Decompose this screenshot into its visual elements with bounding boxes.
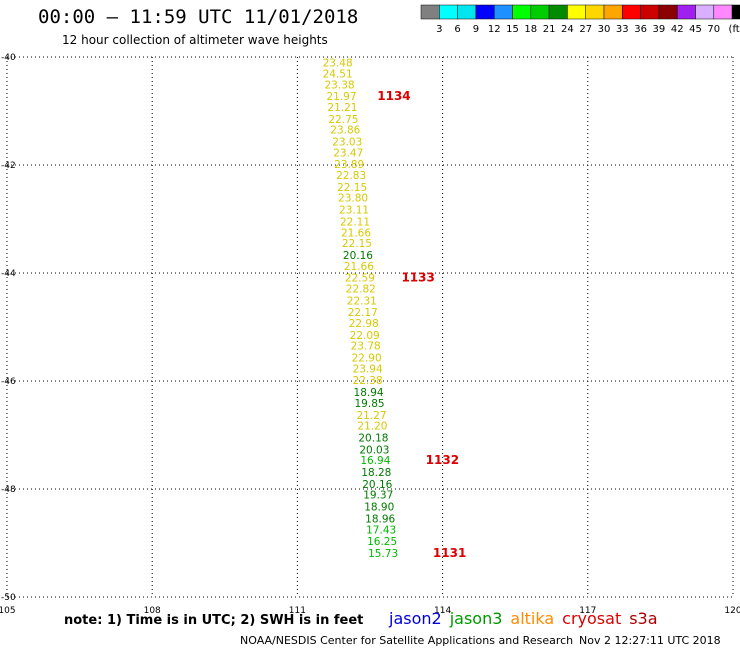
x-tick-label: 114 [434, 606, 451, 616]
y-tick-label: -50 [1, 593, 16, 603]
legend-jason2: jason2 [389, 609, 442, 628]
x-tick-label: 108 [144, 606, 161, 616]
data-point: 23.03 [332, 137, 362, 149]
data-point: 15.73 [368, 548, 398, 560]
legend-jason3: jason3 [449, 609, 503, 628]
colorbar-label: 21 [543, 24, 556, 35]
data-point: 23.48 [323, 58, 353, 70]
time-label: 1132 [426, 453, 459, 467]
x-tick-label: 105 [0, 606, 16, 616]
colorbar-label: 30 [598, 24, 611, 35]
data-point: 21.66 [341, 227, 371, 239]
colorbar-label: 9 [473, 24, 479, 35]
y-tick-label: -44 [1, 269, 16, 279]
data-point: 20.16 [343, 250, 373, 262]
data-point: 21.20 [357, 421, 387, 433]
y-tick-label: -48 [1, 485, 16, 495]
colorbar-swatch [731, 4, 740, 20]
data-point: 21.97 [326, 91, 356, 103]
data-point: 22.90 [352, 353, 382, 365]
data-point: 22.11 [340, 216, 370, 228]
data-point: 17.43 [366, 524, 396, 536]
data-point: 20.16 [362, 479, 392, 491]
data-point: 18.28 [361, 467, 391, 479]
colorbar-label: 15 [506, 24, 519, 35]
colorbar-label: 33 [616, 24, 629, 35]
time-label: 1134 [377, 89, 410, 103]
colorbar-label: 18 [524, 24, 537, 35]
data-point: 16.94 [360, 455, 390, 467]
data-point: 21.21 [327, 102, 357, 114]
colorbar-label: 36 [634, 24, 647, 35]
data-point: 22.82 [346, 283, 376, 295]
x-tick-label: 111 [289, 606, 306, 616]
data-point: 22.15 [337, 182, 367, 194]
chart-title: 00:00 – 11:59 UTC 11/01/2018 [38, 6, 359, 28]
chart-subtitle: 12 hour collection of altimeter wave hei… [62, 33, 328, 47]
x-tick-label: 117 [579, 606, 596, 616]
y-tick-label: -40 [1, 53, 16, 63]
legend-altika: altika [510, 609, 555, 628]
data-point: 22.75 [328, 114, 358, 126]
colorbar-label: 45 [689, 24, 702, 35]
credit-text: NOAA/NESDIS Center for Satellite Applica… [240, 634, 574, 647]
data-point: 23.47 [333, 147, 363, 159]
colorbar-label: 27 [579, 24, 592, 35]
colorbar-label: 39 [653, 24, 666, 35]
data-point: 22.31 [347, 295, 377, 307]
data-point: 23.80 [338, 193, 368, 205]
data-point: 23.11 [339, 205, 369, 217]
y-tick-label: -46 [1, 377, 16, 387]
generated-timestamp: Nov 2 12:27:11 UTC 2018 [579, 634, 721, 647]
x-tick-label: 120 [724, 606, 740, 616]
colorbar-unit: (ft) [729, 24, 740, 35]
data-point: 22.38 [353, 375, 383, 387]
data-point: 21.66 [344, 261, 374, 273]
data-point: 19.85 [355, 398, 385, 410]
data-point: 23.78 [351, 341, 381, 353]
data-point: 16.25 [367, 536, 397, 548]
data-point: 24.51 [323, 69, 353, 81]
data-point: 18.90 [364, 502, 394, 514]
legend-cryosat: cryosat [562, 609, 622, 628]
data-point: 19.37 [363, 490, 393, 502]
data-point: 22.15 [342, 238, 372, 250]
footnote: note: 1) Time is in UTC; 2) SWH is in fe… [64, 613, 364, 628]
data-point: 23.89 [334, 159, 364, 171]
data-point: 23.38 [325, 79, 355, 91]
colorbar-label: 24 [561, 24, 574, 35]
time-label: 1131 [433, 546, 466, 560]
colorbar-label: 42 [671, 24, 684, 35]
colorbar-label: 12 [488, 24, 501, 35]
data-point: 22.17 [348, 307, 378, 319]
satellite-legend: jason2 jason3 altika cryosat s3a [389, 609, 666, 628]
time-label: 1133 [401, 271, 434, 285]
legend-s3a: s3a [629, 609, 658, 628]
data-point: 20.03 [359, 444, 389, 456]
data-point: 22.59 [345, 273, 375, 285]
data-point: 20.18 [358, 432, 388, 444]
data-point: 22.98 [349, 318, 379, 330]
data-point: 21.27 [356, 410, 386, 422]
data-point: 22.09 [350, 330, 380, 342]
data-point: 18.96 [365, 513, 395, 525]
colorbar-label: 6 [454, 24, 460, 35]
data-point: 23.86 [330, 125, 360, 137]
data-point: 23.94 [353, 363, 383, 375]
data-point: 18.94 [354, 387, 384, 399]
data-point: 22.83 [336, 170, 366, 182]
y-tick-label: -42 [1, 161, 16, 171]
colorbar-label: 70 [707, 24, 720, 35]
colorbar-label: 3 [436, 24, 442, 35]
